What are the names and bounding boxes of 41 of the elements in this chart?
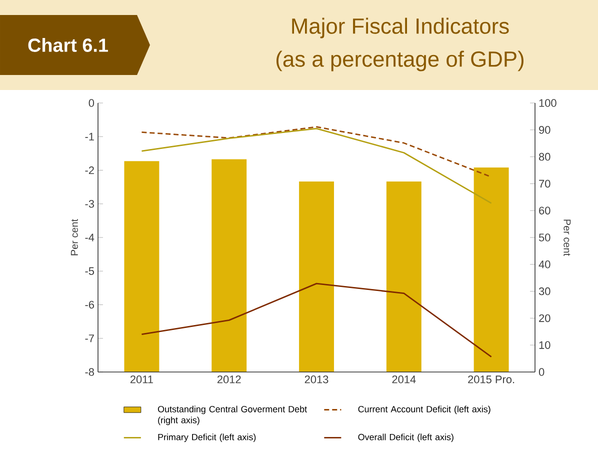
- legend-label: Current Account Deficit (left axis): [358, 406, 490, 414]
- x-tick-label: 2015 Pro.: [468, 376, 514, 384]
- y2-axis-title: Per cent: [564, 220, 571, 256]
- y-tick-label: -7: [85, 334, 94, 342]
- caption: Chart 6.1: [28, 38, 108, 52]
- y-tick-label: -1: [85, 132, 94, 140]
- legend-label: Overall Deficit (left axis): [358, 434, 454, 442]
- x-tick-label: 2014: [392, 376, 416, 384]
- x-tick-label: 2013: [304, 376, 328, 384]
- y-tick-label: -5: [85, 267, 94, 275]
- y2-tick-label: 10: [539, 341, 550, 349]
- bar: [386, 182, 422, 372]
- y2-tick-label: 20: [539, 314, 550, 322]
- y2-tick-label: 70: [539, 180, 550, 188]
- y-tick-label: -6: [85, 300, 94, 309]
- bar: [124, 161, 160, 372]
- bar: [474, 168, 509, 372]
- y-tick-label: -2: [85, 166, 94, 174]
- y-tick-label: -8: [85, 368, 94, 376]
- x-tick-label: 2011: [130, 376, 153, 384]
- x-tick-label: 2012: [217, 376, 241, 384]
- y2-tick-label: 60: [539, 206, 550, 214]
- chart-subtitle: (as a percentage of GDP): [276, 50, 524, 72]
- line-series: [141, 128, 492, 204]
- y2-tick-label: 100: [539, 99, 556, 107]
- legend-label: Primary Deficit (left axis): [158, 434, 256, 442]
- y2-tick-label: 80: [538, 152, 550, 161]
- y2-tick-label: 30: [538, 287, 550, 296]
- y2-tick-label: 40: [538, 260, 550, 268]
- y2-tick-label: 90: [539, 126, 550, 134]
- bar: [212, 159, 247, 372]
- line-series: [141, 282, 492, 358]
- y-tick-label: -3: [85, 200, 94, 208]
- legend-label: Outstanding Central Goverment Debt (right axis): [158, 406, 307, 426]
- y-axis-title: Per cent: [70, 219, 78, 256]
- chart-title: Major Fiscal Indicators: [292, 18, 509, 38]
- y-tick-label: 0: [88, 99, 94, 107]
- y2-tick-label: 0: [538, 368, 544, 376]
- y-tick-label: -4: [85, 234, 94, 242]
- y2-tick-label: 50: [538, 234, 550, 242]
- bar: [299, 182, 334, 372]
